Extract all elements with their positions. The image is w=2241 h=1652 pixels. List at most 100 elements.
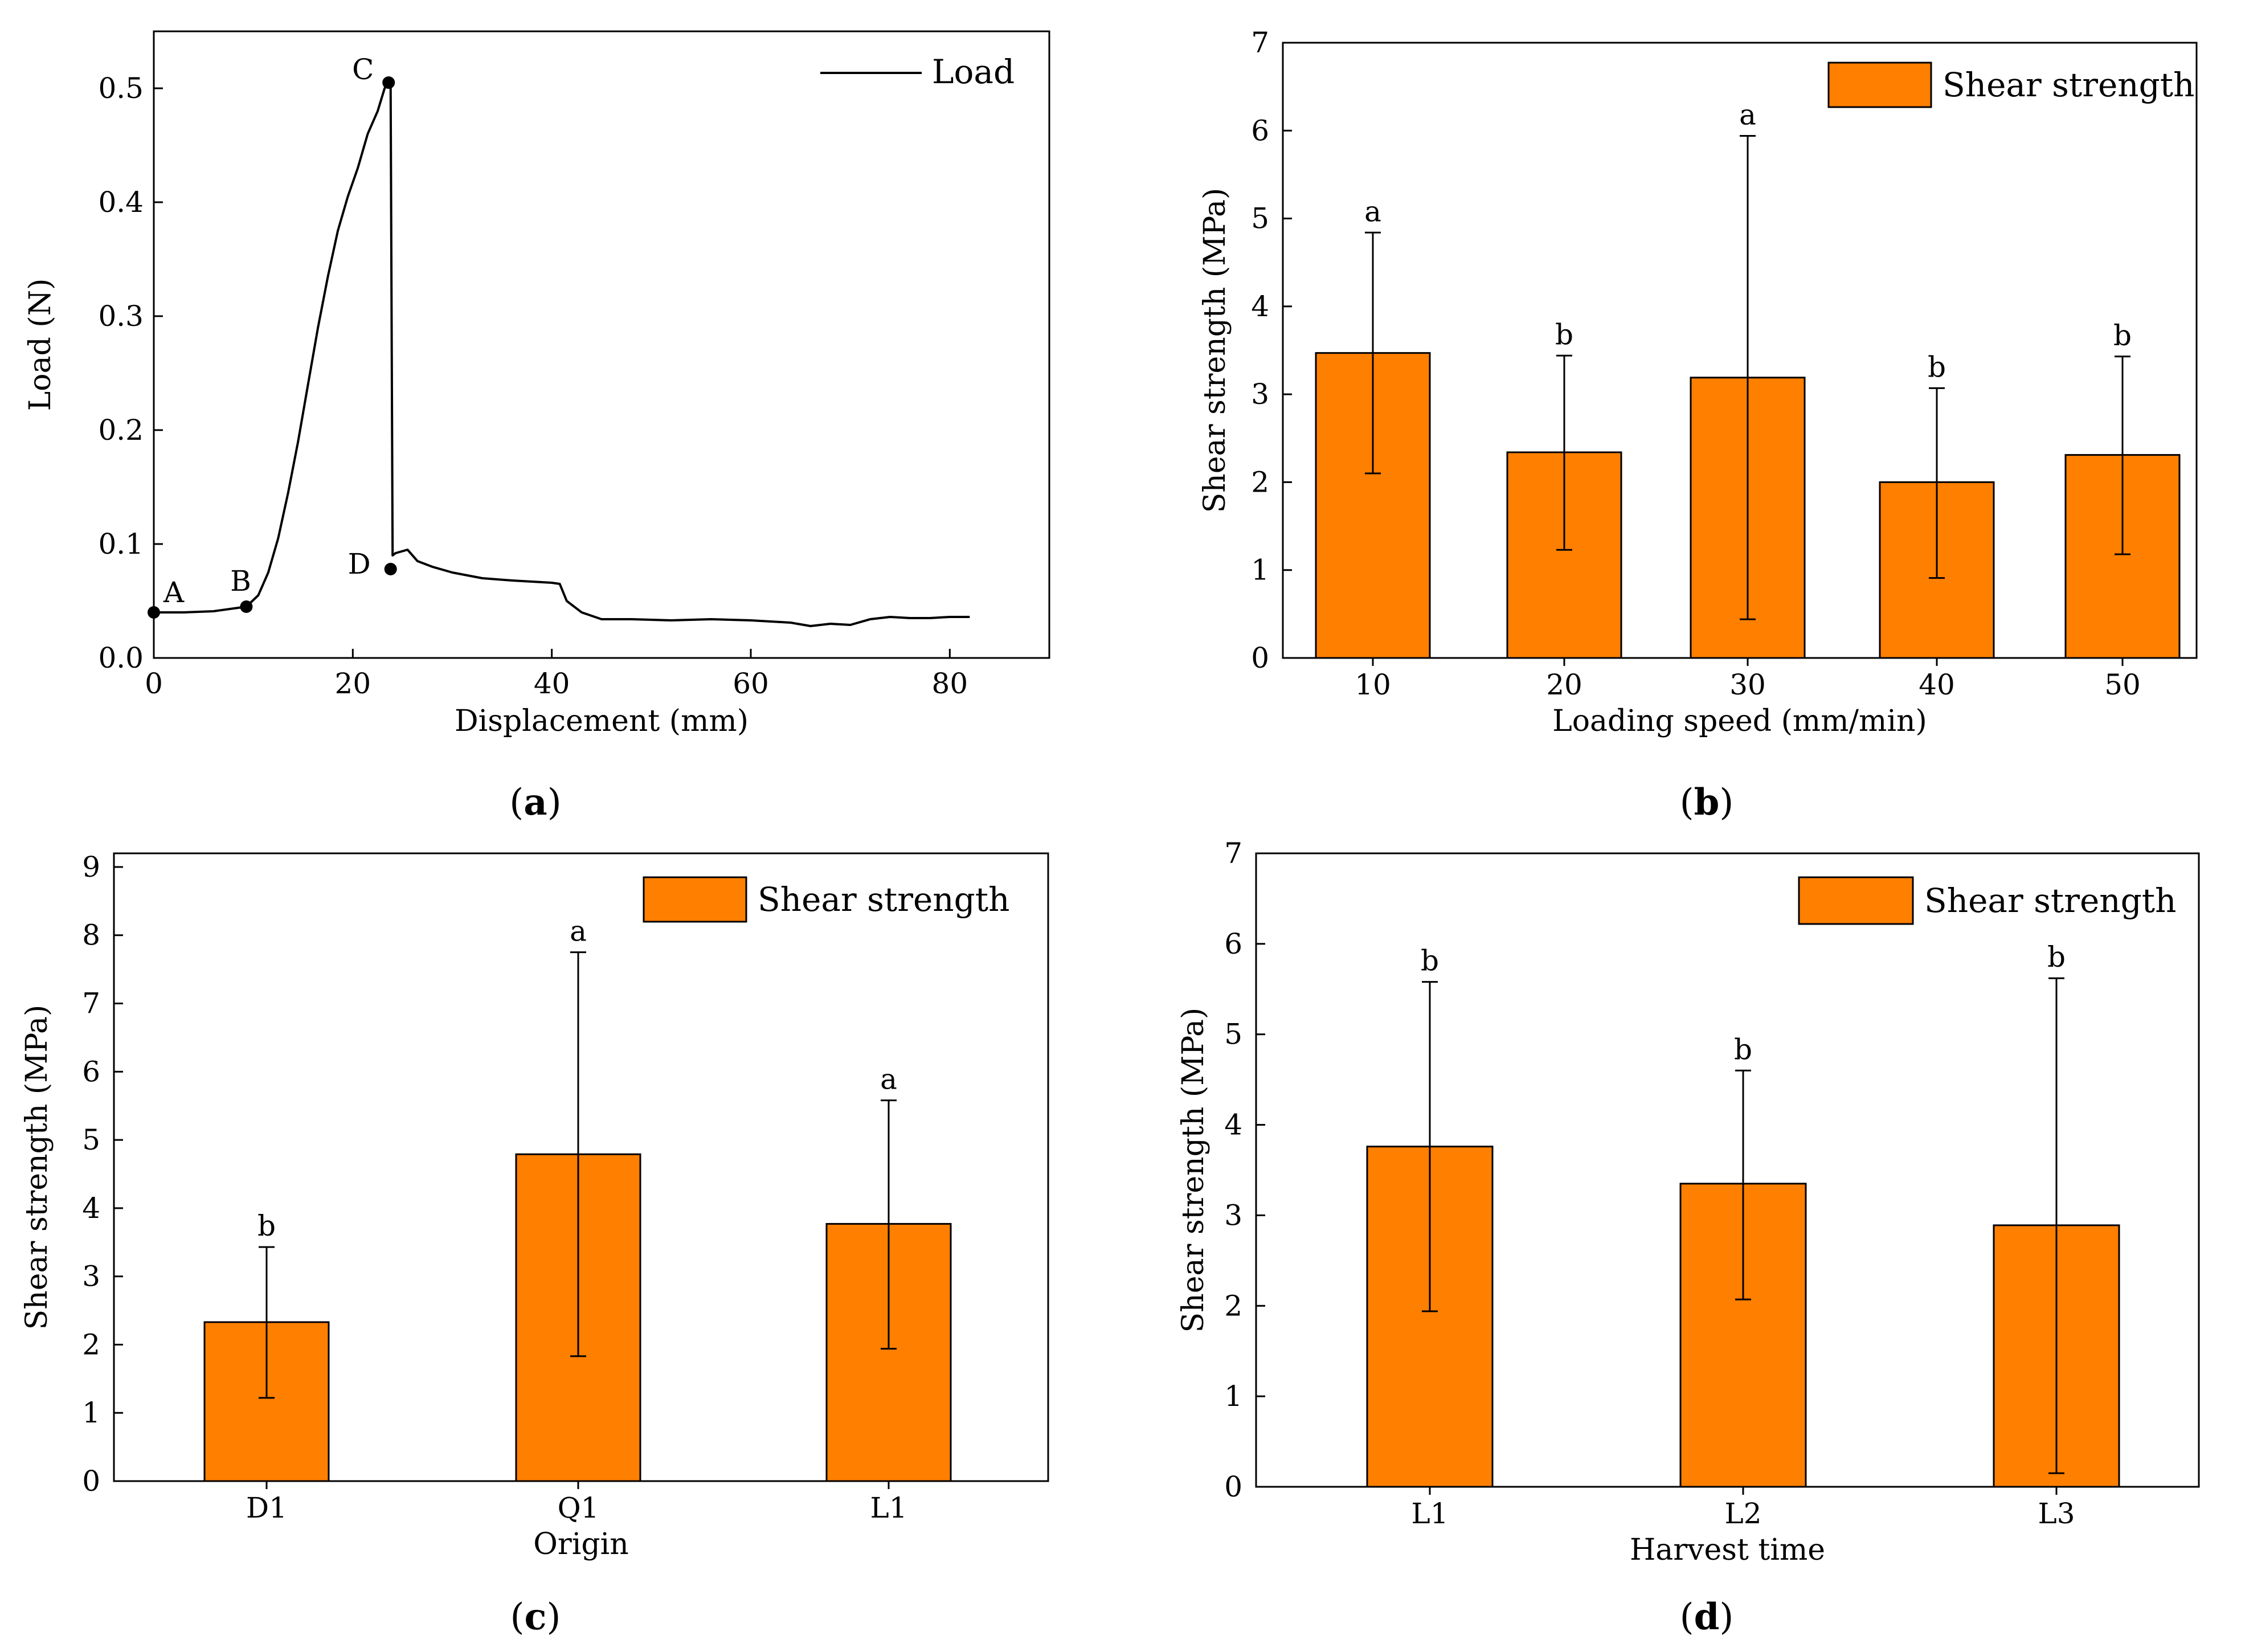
- y-axis-label: Shear strength (MPa): [1198, 188, 1232, 513]
- panel-label-d: (d): [1680, 1596, 1734, 1638]
- panel-c: 0 1 2 3 4 5 6 7 8 9 b D1 a Q1 a L1 Origin Shear strength …: [20, 850, 1049, 1638]
- legend-label: Load: [932, 52, 1015, 91]
- y-tick-label: 0: [1251, 641, 1269, 674]
- y-tick-label: 0.1: [98, 528, 144, 561]
- y-tick-label: 7: [1251, 26, 1269, 59]
- plot-frame: [153, 30, 1050, 659]
- panel-label-paren: ): [1719, 782, 1733, 824]
- x-tick-label: 40: [1919, 668, 1955, 701]
- point-b: [240, 600, 253, 613]
- panel-label-c: (c): [510, 1596, 561, 1638]
- significance-letter: a: [1739, 99, 1756, 132]
- x-tick-label: L1: [1411, 1497, 1448, 1530]
- y-tick-label: 2: [1251, 465, 1269, 498]
- y-tick-label: 4: [1224, 1109, 1242, 1142]
- panel-label-b: (b): [1680, 781, 1734, 824]
- panel-label-paren: (: [1680, 1596, 1694, 1638]
- y-tick-label: 2: [1224, 1289, 1242, 1322]
- x-axis-label: Origin: [533, 1527, 629, 1561]
- point-label-b: B: [230, 565, 251, 598]
- panel-label-letter: a: [524, 781, 547, 824]
- y-tick-label: 5: [82, 1123, 100, 1156]
- x-axis-label: Harvest time: [1630, 1533, 1825, 1567]
- panel-label-paren: ): [546, 1596, 561, 1638]
- legend-swatch: [1798, 876, 1914, 925]
- significance-letter: b: [2113, 319, 2132, 352]
- x-tick-label: L1: [870, 1491, 907, 1524]
- y-tick-label: 0: [82, 1465, 100, 1498]
- y-tick-label: 5: [1251, 202, 1269, 235]
- y-tick-label: 5: [1224, 1018, 1242, 1051]
- significance-letter: b: [2047, 941, 2066, 974]
- significance-letter: b: [1421, 944, 1439, 978]
- significance-letter: b: [1555, 318, 1573, 351]
- y-tick-label: 0.3: [98, 300, 144, 333]
- panel-label-paren: ): [547, 782, 562, 824]
- panel-label-letter: b: [1694, 781, 1720, 824]
- point-label-c: C: [352, 53, 374, 86]
- y-tick-label: 0.4: [98, 186, 144, 219]
- x-tick-label: 30: [1729, 668, 1766, 701]
- panel-label-letter: d: [1694, 1596, 1720, 1638]
- x-tick-label: 20: [335, 667, 371, 700]
- legend-label: Shear strength: [758, 880, 1009, 919]
- y-tick-label: 1: [82, 1396, 100, 1429]
- y-tick-label: 6: [82, 1055, 100, 1088]
- legend-swatch: [1827, 62, 1932, 108]
- y-tick-label: 4: [1251, 290, 1269, 323]
- point-a: [148, 606, 160, 619]
- y-axis-label: Shear strength (MPa): [1176, 1008, 1211, 1333]
- y-tick-label: 6: [1251, 114, 1269, 147]
- x-tick-label: 80: [932, 667, 968, 700]
- y-tick-label: 4: [82, 1192, 100, 1225]
- significance-letter: a: [1364, 195, 1381, 228]
- y-tick-label: 1: [1251, 554, 1269, 587]
- y-tick-label: 9: [82, 850, 100, 884]
- point-c: [382, 76, 395, 89]
- y-tick-label: 0.2: [98, 414, 144, 447]
- panel-d: 0 1 2 3 4 5 6 7 b L1 b L2 b L3 Harvest time Shear stren…: [1176, 837, 2200, 1638]
- y-axis-label: Load (N): [23, 279, 58, 411]
- significance-letter: b: [1734, 1033, 1752, 1066]
- y-tick-label: 2: [82, 1328, 100, 1361]
- x-axis-label: Loading speed (mm/min): [1552, 704, 1927, 738]
- x-tick-label: 20: [1546, 668, 1582, 701]
- x-tick-label: 0: [145, 667, 163, 700]
- y-tick-label: 3: [82, 1260, 100, 1293]
- y-axis-label: Shear strength (MPa): [20, 1005, 54, 1330]
- y-tick-label: 7: [82, 987, 100, 1020]
- y-tick-label: 0.5: [98, 72, 144, 105]
- legend-label: Shear strength: [1924, 881, 2176, 920]
- x-tick-label: Q1: [558, 1491, 599, 1524]
- y-tick-label: 3: [1251, 378, 1269, 411]
- legend-swatch: [643, 876, 747, 923]
- significance-letter: a: [570, 915, 587, 948]
- x-tick-label: 10: [1355, 668, 1391, 701]
- panel-label-paren: (: [1680, 782, 1694, 824]
- significance-letter: a: [880, 1063, 897, 1096]
- legend-label: Shear strength: [1943, 66, 2194, 104]
- x-tick-label: D1: [246, 1491, 287, 1524]
- x-tick-label: 50: [2104, 668, 2141, 701]
- significance-letter: b: [257, 1209, 276, 1242]
- panel-a: 0 20 40 60 80 0.0 0.1 0.2 0.3 0.4 0.5 Displacement …: [23, 30, 1050, 824]
- y-tick-label: 0.0: [98, 641, 144, 674]
- y-tick-label: 3: [1224, 1199, 1242, 1232]
- x-axis-label: Displacement (mm): [455, 704, 749, 738]
- x-tick-label: L2: [1724, 1497, 1761, 1530]
- panel-label-a: (a): [509, 781, 561, 824]
- significance-letter: b: [1928, 350, 1946, 383]
- point-d: [384, 563, 397, 575]
- y-tick-label: 7: [1224, 837, 1242, 870]
- point-label-d: D: [348, 547, 371, 580]
- x-tick-label: 40: [534, 667, 570, 700]
- panel-label-paren: (: [509, 782, 524, 824]
- panel-label-paren: (: [510, 1596, 525, 1638]
- y-tick-label: 6: [1224, 927, 1242, 960]
- load-line: [154, 81, 970, 627]
- panel-label-paren: ): [1719, 1596, 1733, 1638]
- panel-label-letter: c: [525, 1596, 547, 1638]
- y-tick-label: 8: [82, 919, 100, 952]
- x-tick-label: 60: [733, 667, 769, 700]
